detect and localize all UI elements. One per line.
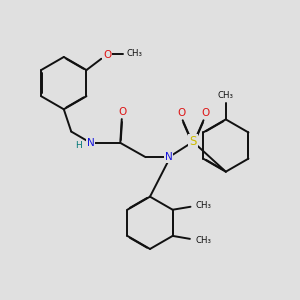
Text: N: N [87, 138, 94, 148]
Text: H: H [75, 141, 81, 150]
Text: CH₃: CH₃ [218, 91, 234, 100]
Text: S: S [189, 135, 197, 148]
Text: O: O [118, 107, 127, 117]
Text: CH₃: CH₃ [196, 201, 212, 210]
Text: O: O [202, 108, 210, 118]
Text: CH₃: CH₃ [126, 49, 142, 58]
Text: O: O [103, 50, 111, 60]
Text: CH₃: CH₃ [195, 236, 211, 245]
Text: O: O [178, 108, 186, 118]
Text: N: N [165, 152, 172, 162]
